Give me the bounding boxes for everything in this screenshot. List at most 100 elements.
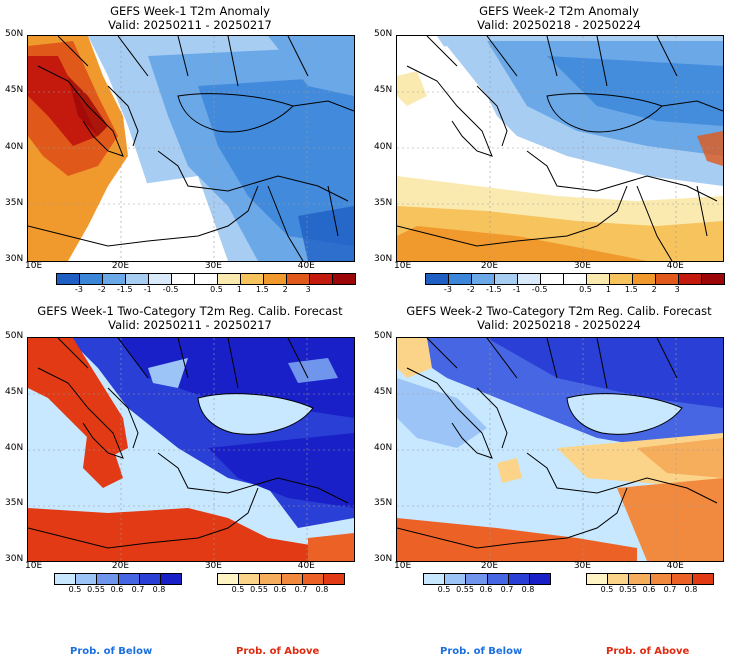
panel1-title-text: GEFS Week-1 T2m Anomaly (110, 4, 270, 18)
colorbar-swatch (507, 574, 529, 584)
panel4-valid-text: Valid: 20250218 - 20250224 (477, 318, 641, 332)
colorbar-swatch (424, 574, 445, 584)
longitude-label: 10E (394, 561, 412, 571)
colorbar-tick-label: -1 (512, 285, 521, 294)
colorbar-swatch (138, 574, 160, 584)
anomaly-map-week2 (397, 36, 723, 261)
longitude-label: 30E (573, 261, 591, 271)
colorbar-swatch (649, 574, 671, 584)
anomaly-colorbar-week2 (425, 273, 725, 285)
anomaly-colorbar-labels-week1: -3 -2 -1.5 -1 -0.5 0.5 1 1.5 2 3 (56, 285, 354, 295)
colorbar-tick-label: -1 (143, 285, 152, 294)
colorbar-tick-label: 0.5 (68, 585, 82, 594)
colorbar-swatch (57, 274, 79, 284)
colorbar-tick-label: 0.6 (479, 585, 493, 594)
colorbar-tick-label: 0.55 (619, 585, 637, 594)
colorbar-swatch (540, 274, 563, 284)
prob-above-colorbar-week2 (586, 573, 714, 585)
colorbar-tick-label: -2 (97, 285, 106, 294)
colorbar-swatch (465, 574, 487, 584)
colorbar-swatch (607, 574, 629, 584)
map-panel-week1-anomaly (27, 35, 355, 262)
colorbar-swatch (286, 274, 309, 284)
longitude-label: 30E (573, 561, 591, 571)
latitude-label: 35N (5, 498, 24, 509)
colorbar-swatch (563, 274, 586, 284)
latitude-label: 35N (374, 197, 393, 208)
colorbar-swatch (159, 574, 182, 584)
prob-below-colorbar-week2 (423, 573, 551, 585)
longitude-label: 40E (666, 261, 684, 271)
latitude-label: 50N (374, 331, 393, 341)
colorbar-swatch (426, 274, 448, 284)
longitude-label: 30E (204, 261, 222, 271)
colorbar-tick-label: 1 (236, 285, 242, 294)
colorbar-tick-label: 3 (674, 285, 680, 294)
latitude-label: 50N (374, 29, 393, 39)
colorbar-swatch (171, 274, 194, 284)
longitude-label: 20E (111, 261, 130, 271)
latitude-label: 30N (374, 254, 393, 264)
panel3-valid-text: Valid: 20250211 - 20250217 (108, 318, 272, 332)
colorbar-swatch (609, 274, 632, 284)
prob-below-label-left: Prob. of Below (70, 646, 153, 657)
panel2-title: GEFS Week-2 T2m Anomaly Valid: 20250218 … (396, 4, 722, 32)
colorbar-swatch (655, 274, 678, 284)
longitude-label: 30E (204, 561, 222, 571)
panel1-valid-text: Valid: 20250211 - 20250217 (108, 18, 272, 32)
colorbar-swatch (263, 274, 286, 284)
colorbar-tick-label: -3 (74, 285, 83, 294)
colorbar-tick-label: 0.7 (131, 585, 145, 594)
colorbar-swatch (444, 574, 466, 584)
colorbar-tick-label: -0.5 (162, 285, 179, 294)
colorbar-swatch (96, 574, 118, 584)
colorbar-swatch (194, 274, 217, 284)
probability-map-week1 (28, 338, 354, 561)
prob-below-colorbar-labels-week1: 0.5 0.55 0.6 0.7 0.8 (54, 585, 180, 595)
anomaly-map-week1 (28, 36, 354, 261)
longitude-label: 10E (25, 561, 43, 571)
colorbar-swatch (471, 274, 494, 284)
colorbar-swatch (55, 574, 76, 584)
latitude-label: 30N (374, 554, 393, 564)
colorbar-tick-label: 1 (605, 285, 611, 294)
longitude-label: 20E (480, 261, 499, 271)
colorbar-tick-label: 0.55 (87, 585, 105, 594)
latitude-label: 30N (5, 254, 24, 264)
colorbar-swatch (280, 574, 302, 584)
panel3-title: GEFS Week-1 Two-Category T2m Reg. Calib.… (10, 304, 370, 332)
colorbar-swatch (628, 574, 650, 584)
colorbar-tick-label: 0.7 (294, 585, 308, 594)
prob-below-label-right: Prob. of Below (440, 646, 523, 657)
longitude-label: 40E (297, 561, 315, 571)
colorbar-tick-label: -0.5 (531, 285, 548, 294)
colorbar-tick-label: 2 (651, 285, 657, 294)
longitude-label: 10E (25, 261, 43, 271)
panel1-title: GEFS Week-1 T2m Anomaly Valid: 20250211 … (27, 4, 353, 32)
colorbar-tick-label: 0.8 (684, 585, 698, 594)
colorbar-tick-label: 0.5 (231, 585, 245, 594)
colorbar-swatch (309, 274, 332, 284)
latitude-label: 40N (5, 141, 24, 152)
colorbar-swatch (125, 274, 148, 284)
colorbar-swatch (75, 574, 97, 584)
latitude-label: 40N (374, 141, 393, 152)
prob-above-label-right: Prob. of Above (606, 646, 690, 657)
colorbar-swatch (670, 574, 692, 584)
latitude-label: 40N (374, 442, 393, 453)
panel4-title: GEFS Week-2 Two-Category T2m Reg. Calib.… (378, 304, 740, 332)
colorbar-swatch (587, 574, 608, 584)
probability-map-week2 (397, 338, 723, 561)
colorbar-tick-label: 3 (305, 285, 311, 294)
prob-above-colorbar-labels-week2: 0.5 0.55 0.6 0.7 0.8 (586, 585, 712, 595)
colorbar-swatch (238, 574, 260, 584)
map-panel-week2-probability (396, 337, 724, 562)
colorbar-swatch (678, 274, 701, 284)
colorbar-tick-label: 2 (282, 285, 288, 294)
colorbar-tick-label: 1.5 (624, 285, 638, 294)
panel4-title-text: GEFS Week-2 Two-Category T2m Reg. Calib.… (406, 304, 712, 318)
colorbar-swatch (586, 274, 609, 284)
panel2-title-text: GEFS Week-2 T2m Anomaly (479, 4, 639, 18)
colorbar-swatch (322, 574, 345, 584)
colorbar-swatch (117, 574, 139, 584)
